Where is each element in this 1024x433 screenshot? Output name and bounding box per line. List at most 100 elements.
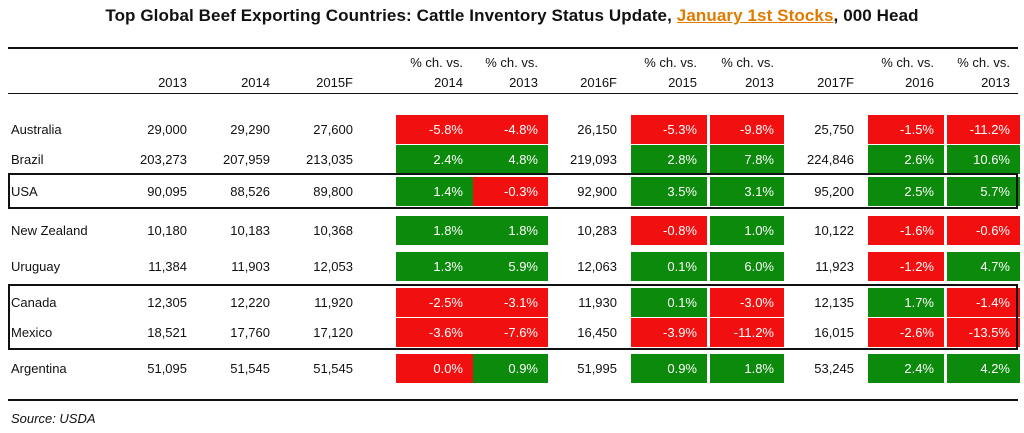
table-cell: 6.0% bbox=[710, 252, 784, 281]
table-cell: 11,903 bbox=[231, 259, 270, 274]
table-cell: 51,095 bbox=[147, 361, 187, 376]
column-header-line2: 2013 bbox=[158, 75, 187, 90]
column-header-line1: % ch. vs. bbox=[721, 55, 774, 70]
table-cell: -0.8% bbox=[631, 216, 707, 245]
table-cell: 90,095 bbox=[147, 184, 187, 199]
table-cell: 1.7% bbox=[868, 288, 944, 317]
table-cell: 207,959 bbox=[223, 152, 270, 167]
column-header-5: 2016F bbox=[553, 54, 617, 91]
table-cell: 0.1% bbox=[631, 288, 707, 317]
table-cell: 26,150 bbox=[577, 122, 617, 137]
column-header-line2: 2017F bbox=[817, 75, 854, 90]
table-cell: 11,923 bbox=[815, 259, 854, 274]
header-bottom-rule bbox=[8, 93, 1018, 94]
column-header-line1 bbox=[200, 54, 270, 71]
table-cell: 2.4% bbox=[868, 354, 944, 383]
table-cell: 1.0% bbox=[710, 216, 784, 245]
table-cell: 4.7% bbox=[947, 252, 1020, 281]
table-cell: 12,063 bbox=[577, 259, 617, 274]
row-label-brazil: Brazil bbox=[11, 152, 44, 167]
table-cell: 1.3% bbox=[396, 252, 473, 281]
column-header-line2: 2016 bbox=[905, 75, 934, 90]
column-header-4: % ch. vs. 2013 bbox=[473, 54, 538, 91]
table-cell: 10,283 bbox=[577, 223, 617, 238]
table-cell: -9.8% bbox=[710, 115, 784, 144]
column-header-6: % ch. vs. 2015 bbox=[631, 54, 697, 91]
column-header-line1: % ch. vs. bbox=[410, 55, 463, 70]
table-cell: 11,920 bbox=[314, 295, 353, 310]
column-header-8: 2017F bbox=[788, 54, 854, 91]
table-cell: 5.9% bbox=[473, 252, 548, 281]
table-cell: 11,384 bbox=[148, 259, 187, 274]
table-cell: -11.2% bbox=[710, 318, 784, 347]
table-cell: 12,135 bbox=[814, 295, 854, 310]
title-suffix: , 000 Head bbox=[833, 6, 919, 25]
column-header-line2: 2015F bbox=[316, 75, 353, 90]
column-header-line2: 2014 bbox=[434, 75, 463, 90]
title-highlight-link[interactable]: January 1st Stocks bbox=[676, 6, 834, 25]
column-header-10: % ch. vs. 2013 bbox=[947, 54, 1010, 91]
table-cell: -1.4% bbox=[947, 288, 1020, 317]
table-cell: -1.2% bbox=[868, 252, 944, 281]
table-top-rule bbox=[8, 47, 1018, 49]
table-cell: -13.5% bbox=[947, 318, 1020, 347]
table-cell: 18,521 bbox=[147, 325, 187, 340]
table-cell: -0.6% bbox=[947, 216, 1020, 245]
column-header-1: 2014 bbox=[200, 54, 270, 91]
table-cell: -11.2% bbox=[947, 115, 1020, 144]
table-cell: 95,200 bbox=[814, 184, 854, 199]
table-cell: 5.7% bbox=[947, 177, 1020, 206]
column-header-line1 bbox=[117, 54, 187, 71]
table-cell: -1.6% bbox=[868, 216, 944, 245]
table-cell: -7.6% bbox=[473, 318, 548, 347]
column-header-line2: 2013 bbox=[745, 75, 774, 90]
table-cell: 89,800 bbox=[313, 184, 353, 199]
table-cell: -3.0% bbox=[710, 288, 784, 317]
table-cell: 4.2% bbox=[947, 354, 1020, 383]
column-header-line1: % ch. vs. bbox=[485, 55, 538, 70]
table-cell: 51,545 bbox=[230, 361, 270, 376]
column-header-2: 2015F bbox=[283, 54, 353, 91]
table-cell: 10,368 bbox=[313, 223, 353, 238]
column-header-line1 bbox=[553, 54, 617, 71]
table-cell: 3.5% bbox=[631, 177, 707, 206]
table-cell: 219,093 bbox=[570, 152, 617, 167]
table-cell: 27,600 bbox=[313, 122, 353, 137]
table-cell: 12,220 bbox=[230, 295, 270, 310]
table-cell: 16,015 bbox=[814, 325, 854, 340]
table-cell: 224,846 bbox=[807, 152, 854, 167]
chart-title: Top Global Beef Exporting Countries: Cat… bbox=[0, 6, 1024, 26]
row-label-argentina: Argentina bbox=[11, 361, 67, 376]
table-cell: -0.3% bbox=[473, 177, 548, 206]
table-cell: 1.8% bbox=[710, 354, 784, 383]
row-label-mexico: Mexico bbox=[11, 325, 53, 340]
table-cell: 88,526 bbox=[230, 184, 270, 199]
table-cell: 17,760 bbox=[230, 325, 270, 340]
table-cell: 29,290 bbox=[230, 122, 270, 137]
table-cell: 51,545 bbox=[313, 361, 353, 376]
table-cell: 0.9% bbox=[631, 354, 707, 383]
column-header-line1: % ch. vs. bbox=[957, 55, 1010, 70]
table-cell: -2.6% bbox=[868, 318, 944, 347]
table-cell: 2.8% bbox=[631, 145, 707, 174]
table-cell: 25,750 bbox=[814, 122, 854, 137]
table-cell: 12,053 bbox=[313, 259, 353, 274]
table-cell: 92,900 bbox=[577, 184, 617, 199]
column-header-9: % ch. vs. 2016 bbox=[868, 54, 934, 91]
table-cell: -3.9% bbox=[631, 318, 707, 347]
column-header-0: 2013 bbox=[117, 54, 187, 91]
column-header-line2: 2013 bbox=[509, 75, 538, 90]
column-header-line1: % ch. vs. bbox=[644, 55, 697, 70]
table-cell: 7.8% bbox=[710, 145, 784, 174]
column-header-line2: 2016F bbox=[580, 75, 617, 90]
table-cell: 12,305 bbox=[147, 295, 187, 310]
table-cell: 0.1% bbox=[631, 252, 707, 281]
table-cell: 213,035 bbox=[306, 152, 353, 167]
table-cell: 11,930 bbox=[578, 295, 617, 310]
row-label-australia: Australia bbox=[11, 122, 62, 137]
row-label-new-zealand: New Zealand bbox=[11, 223, 88, 238]
row-label-canada: Canada bbox=[11, 295, 57, 310]
column-header-line1 bbox=[283, 54, 353, 71]
table-cell: 0.9% bbox=[473, 354, 548, 383]
table-cell: 10,122 bbox=[814, 223, 854, 238]
